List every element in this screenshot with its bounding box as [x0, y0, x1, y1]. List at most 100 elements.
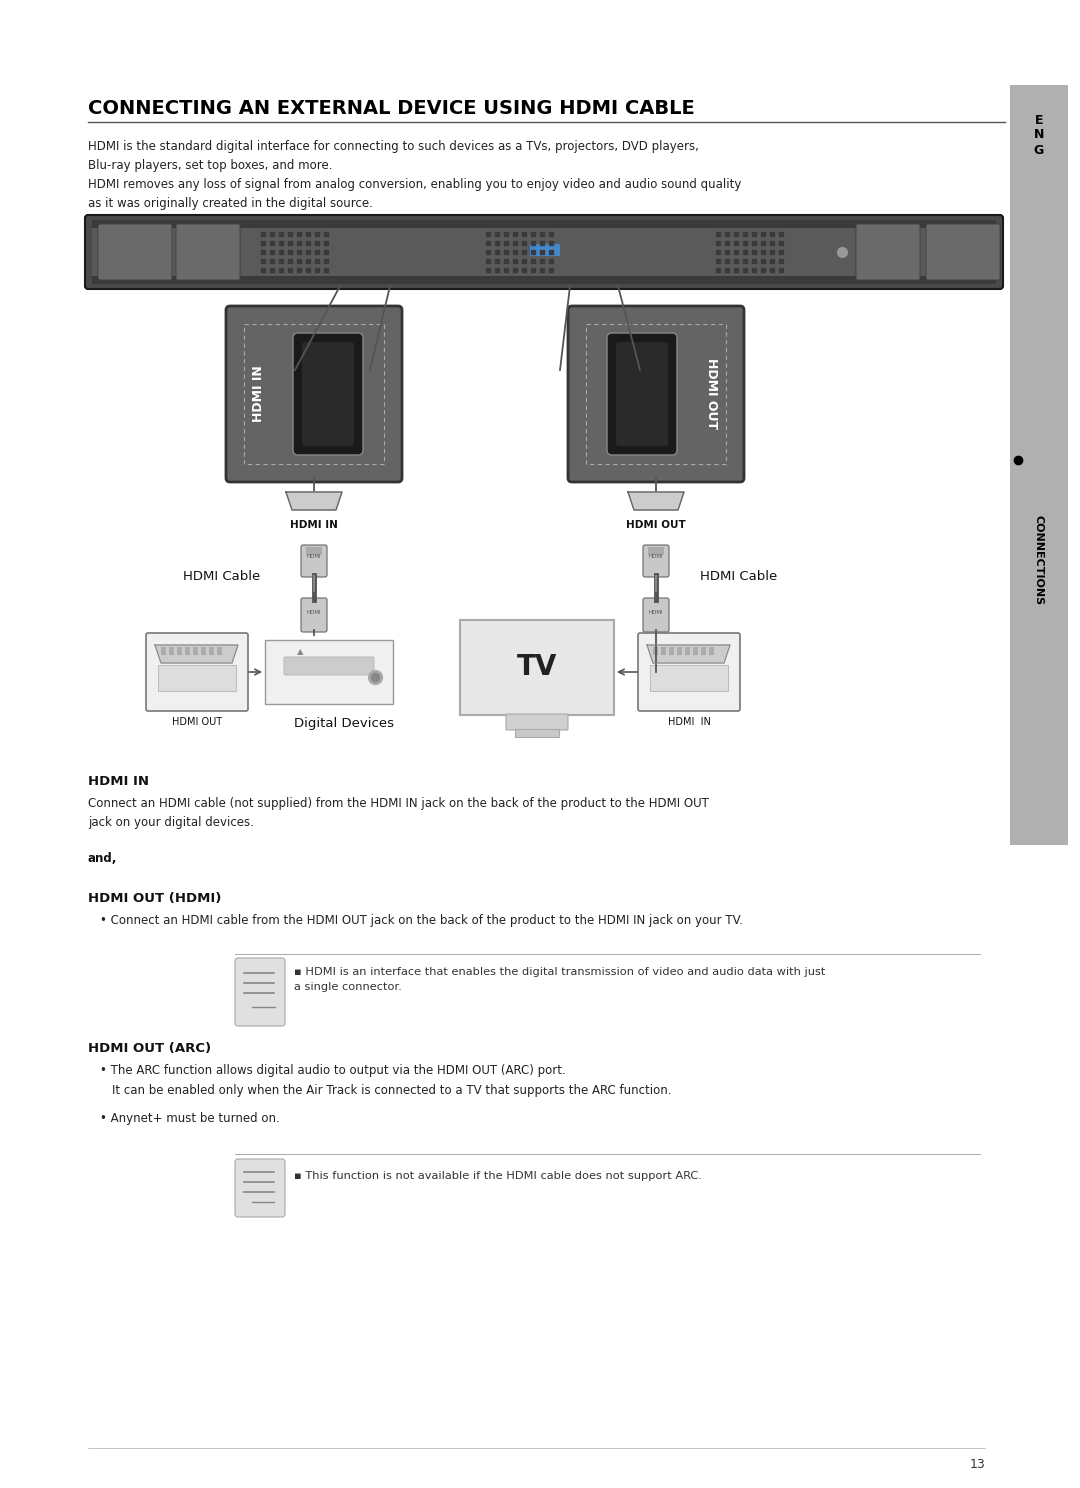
FancyBboxPatch shape	[507, 714, 568, 731]
Text: HDMI: HDMI	[307, 555, 322, 559]
Text: G: G	[1034, 143, 1044, 156]
Bar	[685, 647, 690, 655]
Bar	[92, 228, 996, 275]
Bar	[210, 647, 214, 655]
Bar	[314, 494, 318, 500]
Bar	[92, 275, 996, 284]
Bar	[158, 665, 237, 690]
Bar	[92, 220, 996, 228]
Text: HDMI IN: HDMI IN	[87, 775, 149, 789]
FancyBboxPatch shape	[607, 333, 677, 455]
FancyBboxPatch shape	[301, 598, 327, 632]
Text: • Anynet+ must be turned on.: • Anynet+ must be turned on.	[100, 1112, 280, 1125]
FancyBboxPatch shape	[568, 307, 744, 482]
FancyBboxPatch shape	[856, 225, 920, 280]
Text: HDMI OUT (HDMI): HDMI OUT (HDMI)	[87, 891, 221, 905]
Bar	[708, 647, 714, 655]
Text: HDMI OUT: HDMI OUT	[172, 717, 222, 728]
Polygon shape	[156, 644, 238, 664]
FancyBboxPatch shape	[926, 225, 1000, 280]
Text: E: E	[1035, 113, 1043, 126]
Bar	[669, 647, 674, 655]
FancyBboxPatch shape	[98, 225, 172, 280]
FancyBboxPatch shape	[638, 632, 740, 711]
Bar	[296, 494, 300, 500]
FancyBboxPatch shape	[284, 658, 374, 676]
Text: ▪ HDMI is an interface that enables the digital transmission of video and audio : ▪ HDMI is an interface that enables the …	[294, 967, 825, 992]
Bar	[1010, 85, 1068, 845]
Text: CONNECTIONS: CONNECTIONS	[1034, 515, 1044, 606]
FancyBboxPatch shape	[643, 598, 669, 632]
FancyBboxPatch shape	[226, 307, 402, 482]
Text: It can be enabled only when the Air Track is connected to a TV that supports the: It can be enabled only when the Air Trac…	[112, 1083, 672, 1097]
Bar	[326, 494, 330, 500]
Bar	[650, 494, 654, 500]
Bar	[674, 494, 678, 500]
Bar	[177, 647, 183, 655]
Text: HDMI Cable: HDMI Cable	[700, 570, 778, 583]
FancyBboxPatch shape	[302, 342, 354, 446]
Bar	[332, 494, 336, 500]
Bar	[661, 647, 666, 655]
Bar	[217, 647, 222, 655]
Text: HDMI: HDMI	[307, 610, 322, 615]
Text: Connect an HDMI cable (not supplied) from the HDMI IN jack on the back of the pr: Connect an HDMI cable (not supplied) fro…	[87, 798, 708, 829]
Bar	[638, 494, 642, 500]
FancyBboxPatch shape	[643, 545, 669, 577]
Bar	[460, 620, 615, 716]
Bar	[235, 1158, 980, 1219]
FancyBboxPatch shape	[85, 214, 1003, 289]
Bar	[669, 494, 672, 500]
FancyBboxPatch shape	[293, 333, 363, 455]
Text: HDMI IN: HDMI IN	[291, 519, 338, 530]
Polygon shape	[627, 493, 684, 510]
Polygon shape	[286, 493, 342, 510]
Text: HDMI Cable: HDMI Cable	[183, 570, 260, 583]
Bar	[644, 494, 648, 500]
Bar	[168, 647, 174, 655]
Text: HDMI OUT (ARC): HDMI OUT (ARC)	[87, 1042, 211, 1055]
Bar	[302, 494, 306, 500]
Bar	[653, 647, 658, 655]
Text: CONNECTING AN EXTERNAL DEVICE USING HDMI CABLE: CONNECTING AN EXTERNAL DEVICE USING HDMI…	[87, 100, 694, 118]
Text: HDMI OUT: HDMI OUT	[705, 359, 718, 430]
Bar	[515, 729, 559, 737]
Text: HDMI removes any loss of signal from analog conversion, enabling you to enjoy vi: HDMI removes any loss of signal from ana…	[87, 179, 741, 210]
Text: HDMI: HDMI	[649, 555, 663, 559]
FancyBboxPatch shape	[176, 225, 240, 280]
Bar	[662, 494, 666, 500]
Text: 13: 13	[969, 1458, 985, 1472]
Bar	[193, 647, 198, 655]
Text: Digital Devices: Digital Devices	[294, 717, 394, 731]
Bar	[235, 957, 980, 1030]
Bar	[185, 647, 190, 655]
FancyBboxPatch shape	[301, 545, 327, 577]
Text: ▪ This function is not available if the HDMI cable does not support ARC.: ▪ This function is not available if the …	[294, 1171, 702, 1181]
Bar	[650, 665, 728, 690]
Text: • Connect an HDMI cable from the HDMI OUT jack on the back of the product to the: • Connect an HDMI cable from the HDMI OU…	[100, 914, 743, 927]
Text: HDMI OUT: HDMI OUT	[626, 519, 686, 530]
Bar	[161, 647, 166, 655]
Bar	[701, 647, 706, 655]
Bar	[677, 647, 681, 655]
Text: TV: TV	[517, 653, 557, 682]
Text: • The ARC function allows digital audio to output via the HDMI OUT (ARC) port.: • The ARC function allows digital audio …	[100, 1064, 566, 1077]
FancyBboxPatch shape	[235, 958, 285, 1027]
Bar	[656, 494, 660, 500]
Bar	[306, 548, 322, 555]
Polygon shape	[647, 644, 730, 664]
Bar	[308, 494, 312, 500]
Bar	[201, 647, 206, 655]
Bar	[648, 548, 664, 555]
Bar	[265, 640, 393, 704]
Text: HDMI  IN: HDMI IN	[667, 717, 711, 728]
Bar	[693, 647, 698, 655]
Text: HDMI IN: HDMI IN	[252, 366, 265, 423]
Bar	[530, 244, 561, 256]
Text: HDMI is the standard digital interface for connecting to such devices as a TVs, : HDMI is the standard digital interface f…	[87, 140, 699, 173]
Text: ▲: ▲	[297, 647, 303, 656]
FancyBboxPatch shape	[616, 342, 669, 446]
Bar	[320, 494, 324, 500]
Text: HDMI: HDMI	[649, 610, 663, 615]
FancyBboxPatch shape	[235, 1159, 285, 1217]
